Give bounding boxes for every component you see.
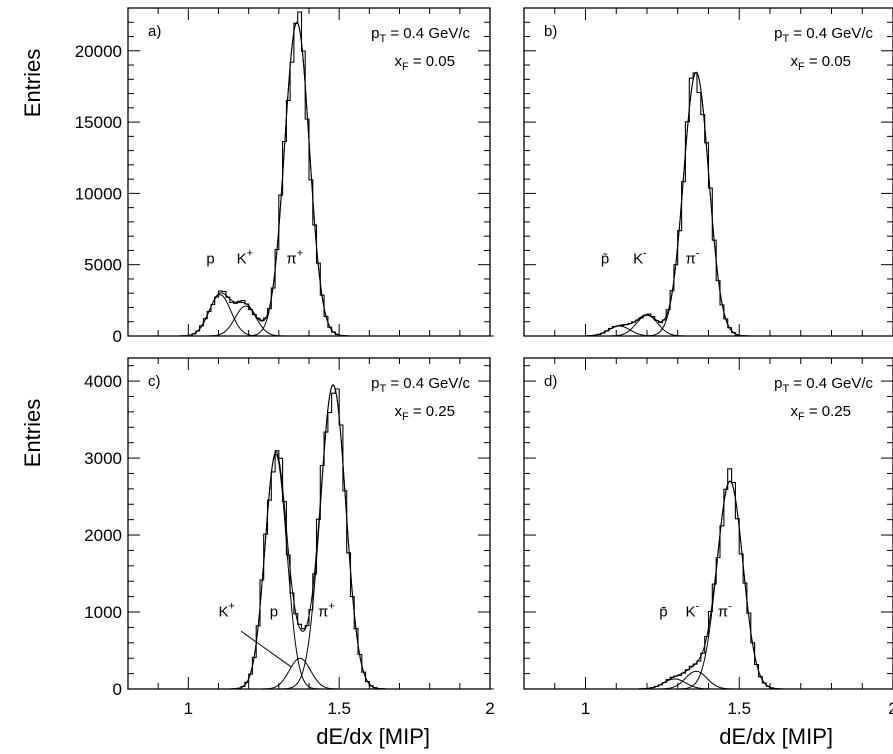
y-tick-label: 5000 [84,256,122,275]
peak-label: π- [718,601,732,621]
panel-c: 0 1000 2000 3000 4000 1 1.5 2 K+ p π+ c) pT = 0.4 Ge… [20,357,495,749]
xf-info: xF = 0.05 [394,53,455,73]
pt-info: pT = 0.4 GeV/c [774,25,873,45]
total-fit-curve [530,480,887,690]
x-tick-label: 2 [888,699,893,718]
total-fit-curve [134,384,484,690]
peak-label: K+ [219,601,235,621]
pt-info: pT = 0.4 GeV/c [371,375,470,395]
peak-label: K- [685,601,699,621]
panel-a: 0 5000 10000 15000 20000 p K+ π+ a) pT = 0.4 GeV/… [20,7,494,346]
x-axis-title: dE/dx [MIP] [719,724,833,749]
peak-label: K- [633,247,647,267]
x-tick-label: 2 [485,699,494,718]
peak-label: p̄ [601,250,609,267]
x-tick-label: 1 [581,699,590,718]
panel-label: c) [148,373,161,390]
panel-d: 1 1.5 2 p̄ K-π-d) pT = 0.4 GeV/c xF = 0.25 dE/d… [523,357,893,749]
total-fit-curve [134,21,484,337]
xf-info: xF = 0.05 [790,53,851,73]
histogram [128,388,494,690]
y-tick-label: 0 [113,680,122,699]
fit-curve [241,22,353,337]
histogram [524,72,893,337]
fit-curve [226,453,325,690]
y-tick-label: 1000 [84,603,122,622]
y-tick-label: 4000 [84,372,122,391]
y-tick-label: 10000 [75,184,122,203]
xf-info: xF = 0.25 [394,403,455,423]
x-axis-title: dE/dx [MIP] [316,724,430,749]
peak-label: p [270,604,278,621]
y-tick-label: 20000 [75,42,122,61]
fit-curve [639,71,753,337]
y-tick-label: 0 [113,327,122,346]
peak-label: π+ [318,601,335,621]
fit-curve [671,480,789,690]
panel-b: p̄ K-π-b) pT = 0.4 GeV/c xF = 0.05 [523,7,893,337]
y-axis-title: Entries [20,49,45,117]
panel-label: b) [544,23,557,40]
peak-label: p [206,250,214,267]
xf-info: xF = 0.25 [790,403,851,423]
fit-curve [276,384,391,690]
pt-info: pT = 0.4 GeV/c [371,25,470,45]
pt-info: pT = 0.4 GeV/c [774,375,873,395]
fit-curve [252,657,348,690]
fit-curve [647,670,745,690]
peak-label: π+ [286,247,303,267]
peak-label: p̄ [659,604,667,621]
x-tick-label: 1.5 [727,699,751,718]
panel-label: d) [544,373,557,390]
x-tick-label: 1.5 [327,699,351,718]
peak-label: π- [685,247,699,267]
label-pointer [240,630,292,668]
total-fit-curve [530,71,887,337]
x-tick-label: 1 [184,699,193,718]
y-tick-label: 3000 [84,449,122,468]
y-tick-label: 2000 [84,526,122,545]
y-axis-title: Entries [20,399,45,467]
fit-curve [198,305,294,337]
y-tick-label: 15000 [75,113,122,132]
peak-label: K+ [237,247,253,267]
panel-label: a) [148,23,161,40]
histogram [524,468,893,690]
